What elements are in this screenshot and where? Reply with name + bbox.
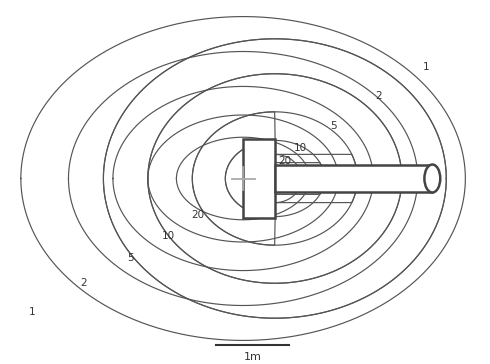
Text: 20: 20 bbox=[278, 156, 292, 166]
Text: 20: 20 bbox=[191, 210, 204, 220]
Bar bbox=[243, 139, 275, 218]
Ellipse shape bbox=[424, 165, 441, 193]
Text: 1: 1 bbox=[423, 62, 429, 72]
Text: 10: 10 bbox=[162, 231, 175, 241]
Text: 5: 5 bbox=[127, 253, 134, 263]
Bar bbox=[275, 165, 432, 193]
Text: 5: 5 bbox=[331, 122, 337, 131]
Text: 2: 2 bbox=[80, 278, 86, 288]
Text: 10: 10 bbox=[294, 143, 307, 153]
Text: 1: 1 bbox=[29, 307, 36, 317]
Text: 2: 2 bbox=[375, 91, 382, 101]
Text: 1m: 1m bbox=[244, 352, 262, 363]
